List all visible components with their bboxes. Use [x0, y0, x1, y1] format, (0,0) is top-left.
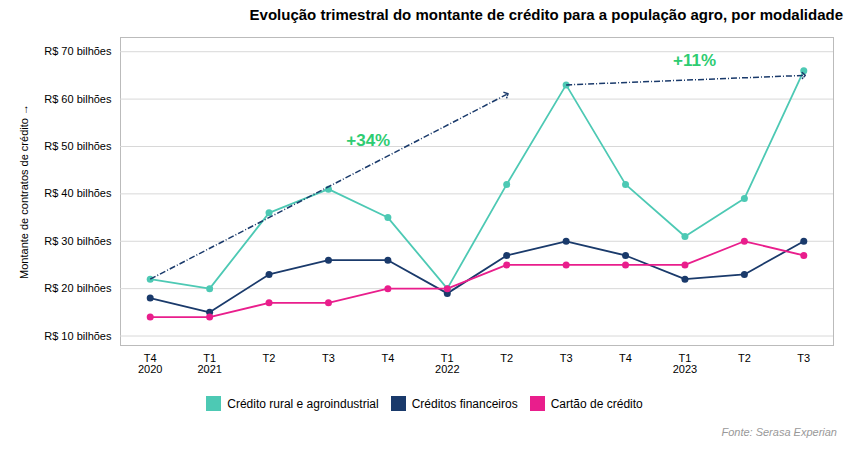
svg-text:T3: T3	[322, 352, 335, 364]
svg-text:T42020: T42020	[138, 352, 162, 375]
html-text:Créditos financeiros: Créditos financeiros	[411, 396, 518, 411]
svg-text:T12022: T12022	[435, 352, 459, 375]
svg-text:T2: T2	[263, 352, 276, 364]
svg-text:T2: T2	[500, 352, 513, 364]
svg-text:T4: T4	[619, 352, 632, 364]
html-text:Evolução trimestral do montant: Evolução trimestral do montante de crédi…	[249, 6, 843, 23]
svg-text:R$ 30 bilhões: R$ 30 bilhões	[44, 235, 112, 247]
svg-text:T3: T3	[560, 352, 573, 364]
svg-text:R$ 10 bilhões: R$ 10 bilhões	[44, 330, 112, 342]
svg-text:T12021: T12021	[197, 352, 221, 375]
svg-text:T2: T2	[738, 352, 751, 364]
svg-text:+34%: +34%	[346, 131, 390, 150]
svg-text:R$ 60 bilhões: R$ 60 bilhões	[44, 93, 112, 105]
svg-text:T3: T3	[797, 352, 810, 364]
svg-text:R$ 70 bilhões: R$ 70 bilhões	[44, 45, 112, 57]
svg-text:R$ 40 bilhões: R$ 40 bilhões	[44, 187, 112, 199]
html-text:Crédito rural e agroindustrial: Crédito rural e agroindustrial	[227, 396, 379, 411]
html-text:Fonte: Serasa Experian: Fonte: Serasa Experian	[721, 426, 837, 438]
svg-text:T4: T4	[381, 352, 394, 364]
svg-text:T12023: T12023	[673, 352, 697, 375]
svg-text:R$ 50 bilhões: R$ 50 bilhões	[44, 140, 112, 152]
html-text:Cartão de crédito: Cartão de crédito	[550, 396, 643, 411]
svg-text:R$ 20 bilhões: R$ 20 bilhões	[44, 282, 112, 294]
svg-text:+11%: +11%	[673, 51, 716, 70]
svg-text:Montante de contratos de crédi: Montante de contratos de crédito →	[18, 104, 30, 279]
